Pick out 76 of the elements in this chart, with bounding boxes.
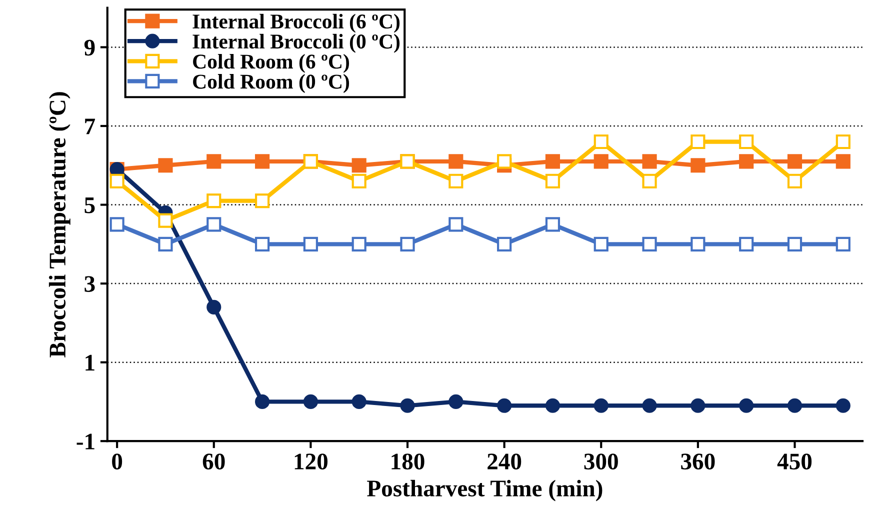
- point: [836, 134, 850, 150]
- point: [206, 217, 222, 232]
- point: [690, 158, 706, 173]
- point: [594, 134, 608, 150]
- point: [497, 154, 512, 169]
- x-tick-label: 360: [681, 454, 715, 470]
- point: [545, 398, 560, 413]
- point: [352, 394, 366, 409]
- point: [836, 154, 850, 169]
- point: [206, 300, 222, 314]
- point: [110, 174, 124, 188]
- legend-label: Internal Broccoli (6 ºC): [192, 14, 400, 33]
- point: [787, 398, 802, 413]
- y-tick-label: 9: [84, 40, 95, 56]
- point: [254, 194, 270, 208]
- y-tick-label: 3: [84, 276, 95, 292]
- point: [158, 213, 173, 228]
- point: [787, 154, 802, 169]
- point: [303, 236, 318, 252]
- x-tick-label: 120: [294, 454, 328, 470]
- point: [352, 174, 366, 188]
- point: [836, 398, 850, 413]
- point: [254, 236, 270, 252]
- x-tick-label: 240: [488, 454, 522, 470]
- x-tick-label: 300: [584, 454, 618, 470]
- point: [545, 217, 560, 232]
- point: [787, 174, 802, 188]
- point: [448, 154, 464, 169]
- point: [642, 236, 657, 252]
- point: [594, 236, 608, 252]
- point: [739, 398, 754, 413]
- point: [352, 236, 366, 252]
- point: [690, 236, 706, 252]
- point: [110, 217, 124, 232]
- point: [739, 134, 754, 150]
- point: [448, 174, 464, 188]
- y-axis-title: Broccoli Temperature (ºC): [48, 92, 70, 358]
- point: [497, 398, 512, 413]
- point: [497, 236, 512, 252]
- y-tick-label: 5: [84, 197, 95, 214]
- x-tick-label: 180: [392, 454, 424, 470]
- point: [400, 236, 415, 252]
- point: [739, 154, 754, 169]
- legend-label: Internal Broccoli (0 ºC): [192, 34, 400, 53]
- y-tick-label: 7: [85, 118, 95, 134]
- point: [448, 394, 464, 409]
- point: [254, 154, 270, 169]
- point: [352, 158, 366, 173]
- point: [642, 174, 657, 188]
- point: [206, 154, 222, 169]
- point: [739, 236, 754, 252]
- y-tick-label: -1: [76, 434, 94, 450]
- point: [690, 134, 706, 150]
- x-tick-label: 0: [112, 454, 122, 470]
- point: [303, 394, 318, 409]
- point: [254, 394, 270, 409]
- legend-label: Cold Room (0 ºC): [193, 74, 350, 93]
- point: [594, 398, 608, 413]
- x-tick-label: 450: [777, 454, 812, 470]
- x-tick-label: 60: [202, 454, 225, 470]
- point: [206, 194, 222, 208]
- x-axis-title: Postharvest Time (min): [367, 480, 602, 502]
- point: [787, 236, 802, 252]
- point: [158, 236, 173, 252]
- point: [690, 398, 706, 413]
- point: [594, 154, 608, 169]
- point: [642, 398, 657, 413]
- y-tick-label: 1: [86, 354, 94, 371]
- point: [448, 217, 464, 232]
- point: [545, 174, 560, 188]
- point: [642, 154, 657, 169]
- point: [158, 158, 173, 173]
- point: [400, 398, 415, 413]
- legend-label: Cold Room (6 ºC): [193, 54, 350, 73]
- point: [836, 236, 850, 252]
- point: [545, 154, 560, 169]
